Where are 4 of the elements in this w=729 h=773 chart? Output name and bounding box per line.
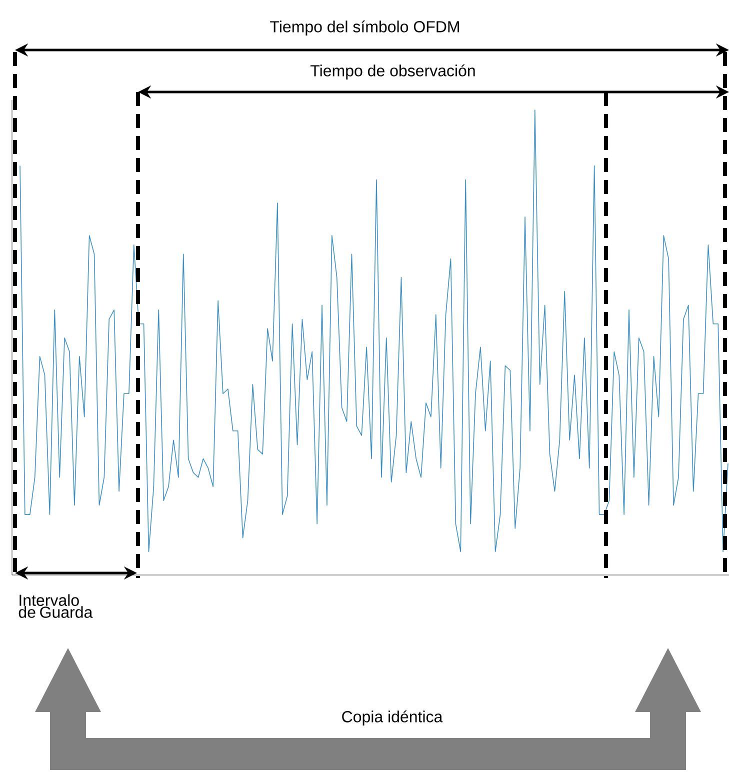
text: Tiempo del símbolo OFDM <box>270 20 459 36</box>
text: Copia idéntica <box>342 710 443 726</box>
text: Intervalo de Guarda <box>18 594 93 618</box>
text: Tiempo de observación <box>310 64 475 80</box>
